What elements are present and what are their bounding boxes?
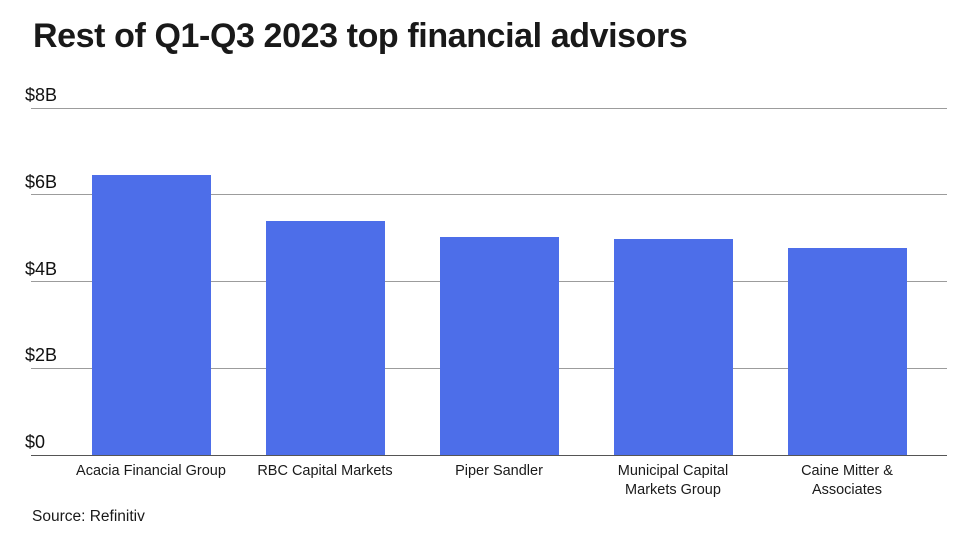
x-axis-label-line: Municipal Capital	[617, 463, 729, 479]
bar-2	[439, 237, 559, 455]
chart-title: Rest of Q1-Q3 2023 top financial advisor…	[33, 17, 688, 55]
y-tick-label-4b: $4B	[25, 258, 58, 279]
gridline-6b	[31, 194, 947, 196]
x-axis-label-line: Associates	[811, 482, 883, 498]
y-tick-label-8b: $8B	[25, 85, 58, 105]
x-axis-label-3: Municipal Capital Markets Group	[586, 462, 760, 500]
y-tick-label-6b: $6B	[25, 171, 58, 192]
x-axis-label-line: Piper Sandler	[455, 463, 543, 479]
x-axis-label-2: Piper Sandler	[412, 462, 586, 481]
x-axis-label-line: Markets Group	[625, 482, 721, 498]
y-tick-label-2b: $2B	[25, 345, 58, 366]
source-note: Source: Refinitiv	[32, 508, 145, 525]
x-axis-labels: Acacia Financial Group RBC Capital Market…	[31, 462, 947, 502]
x-axis-label-4: Caine Mitter & Associates	[760, 462, 934, 500]
x-axis-label-0: Acacia Financial Group	[64, 462, 238, 481]
bar-1	[265, 220, 385, 455]
x-axis-label-line: Caine Mitter &	[801, 463, 893, 479]
x-axis-label-line: RBC Capital Markets	[257, 463, 393, 479]
y-tick-label-0: $0	[25, 432, 46, 452]
x-axis-label-1: RBC Capital Markets	[238, 462, 412, 481]
x-axis-label-line: Acacia Financial Group	[76, 463, 226, 479]
bar-3	[613, 239, 733, 455]
bar-0	[91, 174, 211, 455]
bar-4	[787, 248, 907, 455]
plot-area: $0 $2B $4B $6B $8B	[25, 86, 947, 456]
gridline-8b	[31, 107, 947, 109]
